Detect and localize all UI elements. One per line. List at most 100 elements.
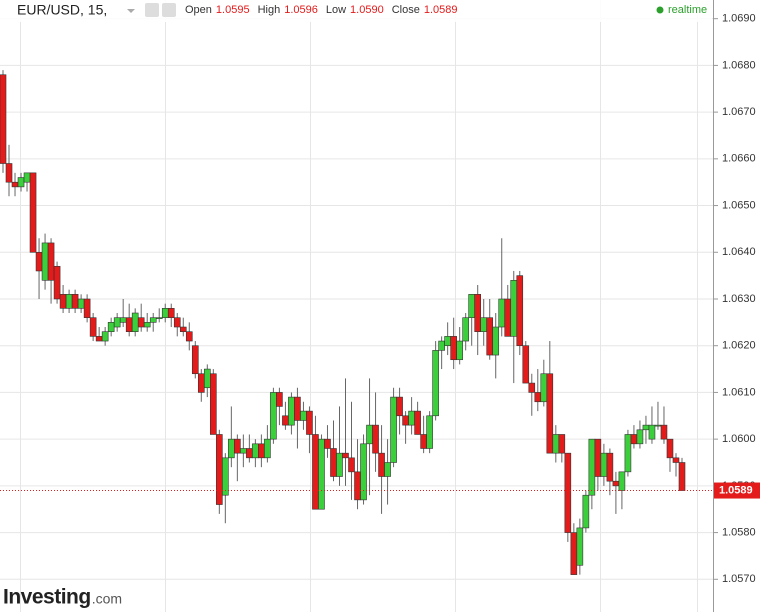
candle-body xyxy=(420,434,427,449)
candle-body xyxy=(149,317,157,323)
candle-body xyxy=(588,438,596,496)
candle-body xyxy=(678,462,686,491)
candle-body xyxy=(462,317,469,342)
candle-body xyxy=(480,317,488,332)
dropdown-arrow[interactable] xyxy=(127,9,135,13)
info-label: Close xyxy=(392,4,420,16)
candle-body xyxy=(438,340,445,351)
candle-body xyxy=(672,457,680,463)
candle-body xyxy=(264,438,271,459)
y-tick-label: 1.0690 xyxy=(722,13,756,25)
candle-body xyxy=(125,317,133,332)
y-tick-label: 1.0610 xyxy=(722,386,756,398)
candle-body xyxy=(179,326,187,332)
candle-body xyxy=(372,424,379,454)
candle-body xyxy=(101,331,109,342)
candle-body xyxy=(191,345,199,375)
y-tick-label: 1.0620 xyxy=(722,340,756,352)
candle-body xyxy=(510,280,518,337)
y-tick-label: 1.0650 xyxy=(722,199,756,211)
candle-body xyxy=(660,424,668,440)
candle-body xyxy=(167,308,175,318)
candle-body xyxy=(612,480,620,487)
candle-body xyxy=(384,462,391,477)
candle-body xyxy=(492,326,500,356)
candle-body xyxy=(107,322,115,332)
info-label: Open xyxy=(185,4,212,16)
refresh-icon[interactable] xyxy=(162,3,176,17)
y-tick-label: 1.0680 xyxy=(722,59,756,71)
candle-body xyxy=(432,350,439,417)
candle-body xyxy=(504,298,512,337)
candle-body xyxy=(59,294,67,309)
candle-body xyxy=(35,251,43,272)
candle-body xyxy=(282,415,289,426)
candle-body xyxy=(17,177,25,188)
candle-body xyxy=(570,532,578,575)
candle-body xyxy=(197,373,205,393)
candle-body xyxy=(582,494,590,529)
candle-body xyxy=(342,452,349,459)
y-tick-label: 1.0630 xyxy=(722,293,756,305)
symbol: EUR/USD, 15, xyxy=(17,2,107,18)
candle-body xyxy=(498,298,506,328)
y-tick-label: 1.0670 xyxy=(722,106,756,118)
candle-body xyxy=(71,294,79,309)
candle-body xyxy=(204,368,211,389)
candle-body xyxy=(300,410,307,421)
candle-body xyxy=(390,396,397,463)
candles xyxy=(0,70,713,575)
candle-body xyxy=(306,410,313,435)
candle-body xyxy=(185,331,193,342)
candle-body xyxy=(474,294,481,332)
candle-body xyxy=(528,382,536,393)
candle-body xyxy=(252,443,259,459)
candle-body xyxy=(576,527,584,566)
candle-body xyxy=(336,452,343,477)
candle-body xyxy=(552,434,560,454)
candle-body xyxy=(113,317,121,328)
candle-body xyxy=(11,181,19,188)
candle-body xyxy=(312,434,319,510)
candle-body xyxy=(258,443,265,459)
candle-body xyxy=(47,242,55,281)
candle-body xyxy=(137,317,145,328)
candle-body xyxy=(53,265,61,300)
candle-body xyxy=(23,172,31,183)
candle-body xyxy=(330,448,337,477)
candle-body xyxy=(636,429,644,445)
candle-body xyxy=(155,317,163,319)
realtime-label: realtime xyxy=(668,4,707,16)
settings-icon[interactable] xyxy=(145,3,159,17)
candle-body xyxy=(318,438,325,510)
y-tick-label: 1.0570 xyxy=(722,573,756,585)
candle-body xyxy=(83,298,91,318)
header: EUR/USD, 15, realtime Open 1.0595 High 1.05… xyxy=(0,0,712,22)
candle-body xyxy=(666,438,674,459)
candle-body xyxy=(131,312,139,332)
last-price-box xyxy=(714,482,760,499)
candle-body xyxy=(173,317,181,328)
candle-body xyxy=(546,373,554,454)
candle-body xyxy=(5,163,13,183)
y-tick-label: 1.0640 xyxy=(722,246,756,258)
candle-body xyxy=(540,373,548,403)
candle-body xyxy=(222,457,229,496)
info-value: 1.0590 xyxy=(350,4,384,16)
y-tick-label: 1.0660 xyxy=(722,153,756,165)
candle-body xyxy=(468,294,475,318)
grid xyxy=(0,0,713,612)
candle-body xyxy=(366,424,373,445)
y-tick-label: 1.0600 xyxy=(722,433,756,445)
info-value: 1.0589 xyxy=(424,4,458,16)
candle-body xyxy=(216,434,223,505)
candle-body xyxy=(396,396,403,417)
info-value: 1.0595 xyxy=(216,4,250,16)
realtime-dot xyxy=(656,6,664,14)
candle-body xyxy=(95,336,103,342)
y-axis: 1.05701.05801.05901.06001.06101.06201.06… xyxy=(713,13,760,585)
brand-suffix: .com xyxy=(92,591,122,607)
candle-body xyxy=(324,438,331,449)
candle-body xyxy=(486,317,494,356)
